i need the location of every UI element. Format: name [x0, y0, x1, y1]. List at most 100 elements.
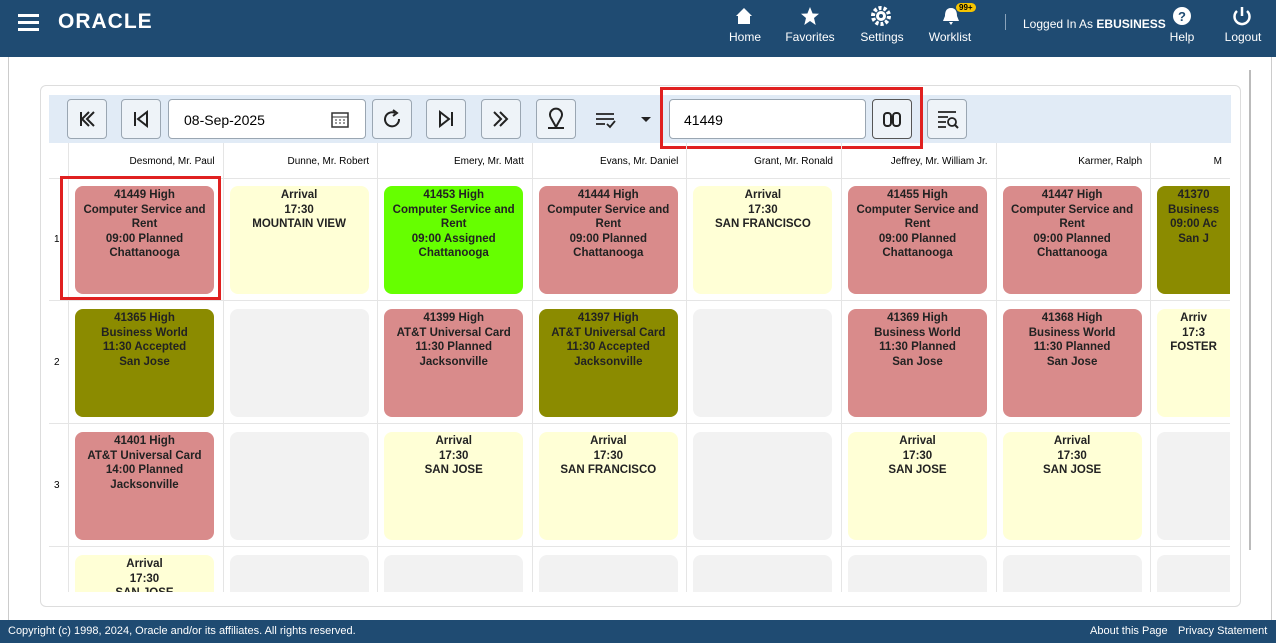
card-text: 14:00 Planned [105, 464, 184, 476]
card[interactable]: 41370 Business 09:00 Ac San J [1157, 186, 1230, 294]
card-text: 11:30 Planned [1033, 341, 1111, 353]
home-icon [736, 8, 752, 24]
help-link[interactable]: Help [1169, 30, 1195, 44]
card[interactable]: 41368 High Business World 11:30 Planned San… [1002, 309, 1142, 417]
card-text: Chattanooga [1036, 247, 1108, 259]
divider [1005, 14, 1006, 30]
search-button[interactable] [872, 99, 912, 139]
card-text: 41401 High [114, 435, 175, 447]
card-text: Rent [440, 218, 467, 230]
card [1157, 432, 1230, 540]
previous-button[interactable] [121, 99, 161, 139]
card-text: AT&T Universal Card [396, 326, 511, 339]
card[interactable]: 41401 High AT&T Universal Card 14:00 Plann… [75, 432, 214, 540]
card-text: Jacksonville [574, 355, 643, 368]
worklist-icon [943, 8, 959, 25]
card [848, 555, 987, 592]
column-header: Evans, Mr. Daniel [600, 156, 679, 167]
nav-link[interactable]: Worklist [928, 30, 972, 44]
card-text: Arrival [744, 189, 782, 201]
logged-in-text: Logged In As [1023, 17, 1094, 31]
nav-link[interactable]: Home [728, 30, 761, 44]
nav-link[interactable]: Settings [860, 30, 904, 44]
card-text: Rent [595, 218, 622, 230]
card[interactable]: 41449 High Computer Service and Rent 09:00 … [75, 186, 214, 294]
card-text: San Jose [892, 355, 943, 368]
settings-icon [871, 6, 891, 26]
username: EBUSINESS [1096, 17, 1166, 31]
first-button[interactable] [67, 99, 107, 139]
card-text: 41397 High [577, 312, 639, 324]
card[interactable]: 41444 High Computer Service and Rent 09:00 … [538, 186, 678, 294]
card-text: 41447 High [1041, 189, 1103, 201]
worklist-badge: 99+ [956, 3, 976, 12]
card[interactable]: Arrival 17:30 SAN FRANCISCO [693, 186, 833, 294]
card-text: SAN JOSE [75, 586, 214, 592]
card-text: San Jose [1046, 355, 1098, 368]
column-line [1150, 143, 1152, 592]
card-text: Arrival [280, 189, 318, 201]
card [229, 555, 369, 592]
card [538, 555, 678, 592]
login-label: Logged In As EBUSINESS [1023, 17, 1166, 31]
card [229, 309, 369, 417]
card-text: Chattanooga [573, 247, 644, 259]
card[interactable]: 41455 High Computer Service and Rent 09:00 … [848, 186, 987, 294]
row-line [49, 300, 1230, 301]
search-field[interactable]: 41449 [669, 99, 866, 139]
card[interactable]: 41369 High Business World 11:30 Planned San… [848, 309, 987, 417]
date-field[interactable]: 08-Sep-2025 [168, 99, 366, 139]
card-text: 41368 High [1041, 312, 1103, 324]
column-header: Dunne, Mr. Robert [287, 156, 370, 167]
menu-button[interactable] [18, 13, 40, 31]
card-text: 09:00 Planned [105, 232, 184, 245]
schedule-grid: Desmond, Mr. Paul Dunne, Mr. Robert Emery,… [49, 143, 1230, 592]
search-highlight [660, 87, 923, 149]
card[interactable]: Arrival 17:30 SAN FRANCISCO [538, 432, 678, 540]
card-text: Arrival [899, 435, 936, 447]
card[interactable]: Arrival 17:30 MOUNTAIN VIEW [229, 186, 369, 294]
logo: ORACLE [58, 10, 153, 33]
footer: Copyright (c) 1998, 2024, Oracle and/or … [0, 620, 1276, 643]
next-button[interactable] [426, 99, 466, 139]
map-button[interactable] [536, 99, 576, 139]
footer-link[interactable]: About this Page [1090, 625, 1168, 637]
card[interactable]: 41447 High Computer Service and Rent 09:00 … [1002, 186, 1142, 294]
scrollbar [1249, 70, 1251, 550]
logout-link[interactable]: Logout [1224, 30, 1262, 44]
favorites-icon [801, 7, 819, 25]
card-text: 11:30 Accepted [102, 341, 187, 353]
card-text: Rent [1059, 218, 1085, 230]
last-button[interactable] [481, 99, 521, 139]
card-text: Arrival [435, 435, 472, 447]
card-text: San J [1178, 232, 1209, 245]
card-text: Computer Service and [392, 203, 515, 216]
find-button[interactable] [927, 99, 967, 139]
card [229, 432, 369, 540]
card-text: Chattanooga [418, 247, 489, 259]
card-text: Jacksonville [419, 355, 488, 368]
column-line [222, 143, 224, 592]
filter-menu[interactable] [595, 110, 655, 130]
card-text: Computer Service and [856, 203, 979, 216]
calendar-icon[interactable] [331, 110, 349, 128]
footer-link[interactable]: Privacy Statement [1178, 625, 1268, 637]
card[interactable]: Arriv 17:3 FOSTER [1157, 309, 1230, 417]
copyright: Copyright (c) 1998, 2024, Oracle and/or … [8, 625, 356, 637]
card [1157, 555, 1230, 592]
card[interactable]: 41399 High AT&T Universal Card 11:30 Plann… [384, 309, 524, 417]
refresh-button[interactable] [372, 99, 412, 139]
nav-link[interactable]: Favorites [785, 30, 835, 44]
card[interactable]: 41453 High Computer Service and Rent 09:00 … [384, 186, 524, 294]
row-line [49, 546, 1230, 547]
card-highlight [60, 176, 221, 300]
card[interactable]: 41397 High AT&T Universal Card 11:30 Accep… [538, 309, 678, 417]
column-line [68, 143, 69, 592]
card[interactable]: 41365 High Business World 11:30 Accepted Sa… [75, 309, 214, 417]
card-text: Computer Service and [547, 203, 670, 216]
card-text: 41369 High [887, 312, 948, 324]
